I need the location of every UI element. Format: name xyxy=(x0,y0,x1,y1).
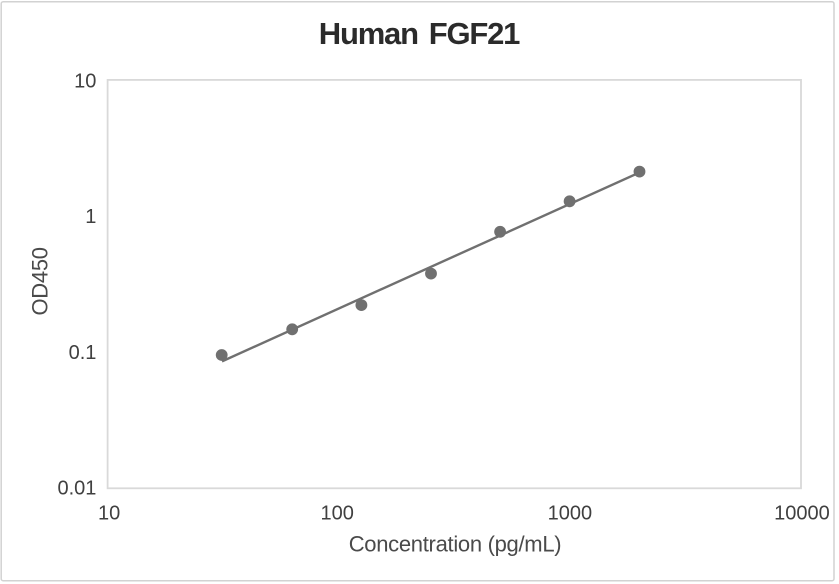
svg-text:1: 1 xyxy=(85,206,96,228)
svg-text:1000: 1000 xyxy=(548,503,593,525)
svg-text:OD450: OD450 xyxy=(28,247,53,315)
svg-text:10: 10 xyxy=(74,70,96,92)
svg-text:0.1: 0.1 xyxy=(69,342,97,364)
svg-text:Concentration (pg/mL): Concentration (pg/mL) xyxy=(349,531,562,556)
svg-text:10000: 10000 xyxy=(774,503,830,525)
svg-text:10: 10 xyxy=(98,503,120,525)
svg-text:100: 100 xyxy=(321,503,354,525)
svg-text:0.01: 0.01 xyxy=(57,478,96,500)
svg-text:Human FGF21: Human FGF21 xyxy=(319,16,520,51)
